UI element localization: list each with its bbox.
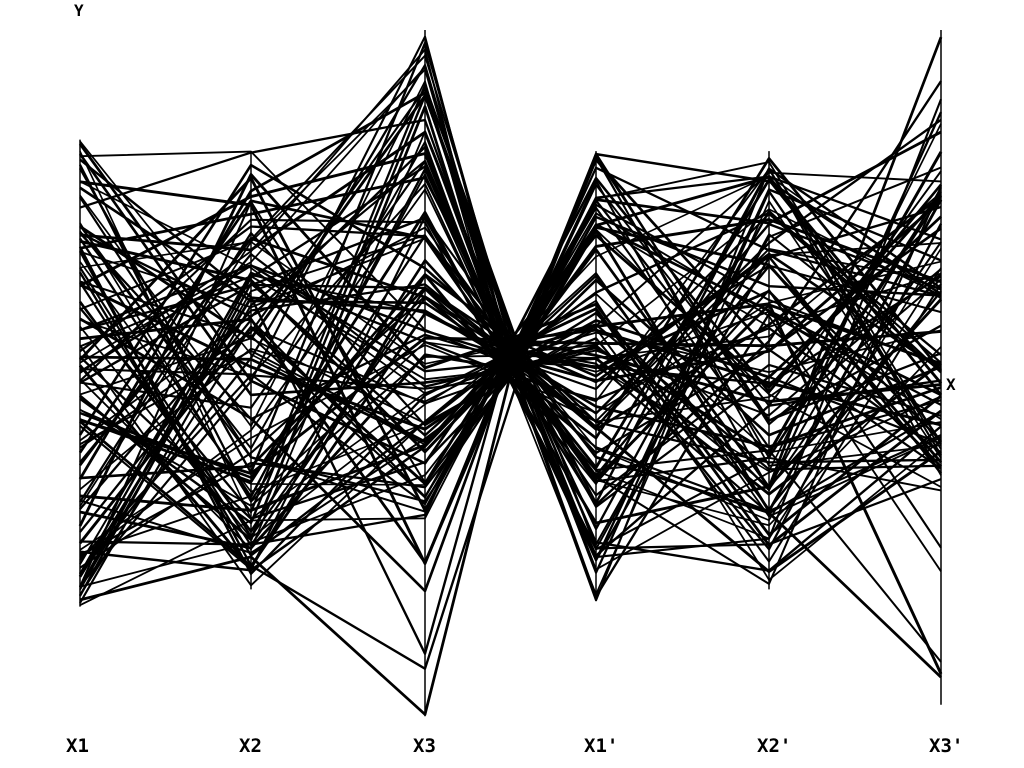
polylines-layer xyxy=(78,35,943,716)
data-polyline xyxy=(79,87,942,602)
data-polyline xyxy=(79,141,942,563)
axis-tick-label: X3' xyxy=(929,735,963,757)
data-polyline xyxy=(79,80,942,596)
axis-tick-label: X2 xyxy=(239,735,262,757)
axis-tick-label: X3 xyxy=(413,735,436,757)
data-polyline xyxy=(79,176,943,513)
data-polyline xyxy=(79,174,942,365)
y-axis-label: Y xyxy=(74,1,84,20)
axis-tick-label: X1 xyxy=(66,735,89,757)
axis-tick-label: X1' xyxy=(584,735,618,757)
data-polyline xyxy=(78,271,942,575)
axis-tick-label: X2' xyxy=(757,735,791,757)
data-polyline xyxy=(79,179,942,596)
data-polyline xyxy=(79,203,942,569)
data-polyline xyxy=(79,260,942,551)
data-polyline xyxy=(79,123,942,493)
labels-layer: Y X X1 X2 X3 X1' X2' X3' xyxy=(66,1,963,757)
data-polyline xyxy=(79,166,942,588)
x-axis-side-label: X xyxy=(946,375,956,394)
